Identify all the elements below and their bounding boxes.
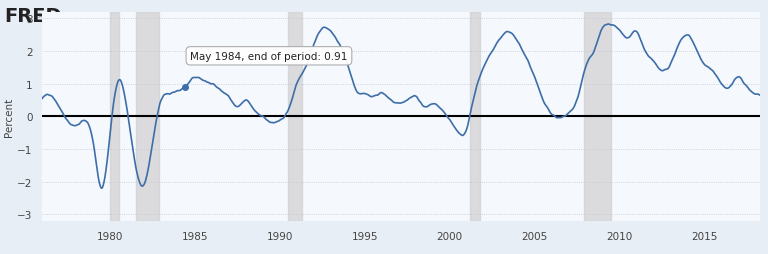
Text: FRED: FRED	[4, 7, 61, 26]
Bar	[470, 13, 480, 221]
Text: 10-Year Treasury Constant Maturity Minus 2-Year Treasury Constant Maturity: 10-Year Treasury Constant Maturity Minus…	[71, 11, 466, 22]
Text: May 1984, end of period: 0.91: May 1984, end of period: 0.91	[190, 52, 348, 61]
Y-axis label: Percent: Percent	[5, 97, 15, 136]
Bar	[584, 13, 611, 221]
Bar	[110, 13, 118, 221]
Bar	[289, 13, 302, 221]
Text: ~/: ~/	[37, 10, 51, 23]
Bar	[136, 13, 160, 221]
